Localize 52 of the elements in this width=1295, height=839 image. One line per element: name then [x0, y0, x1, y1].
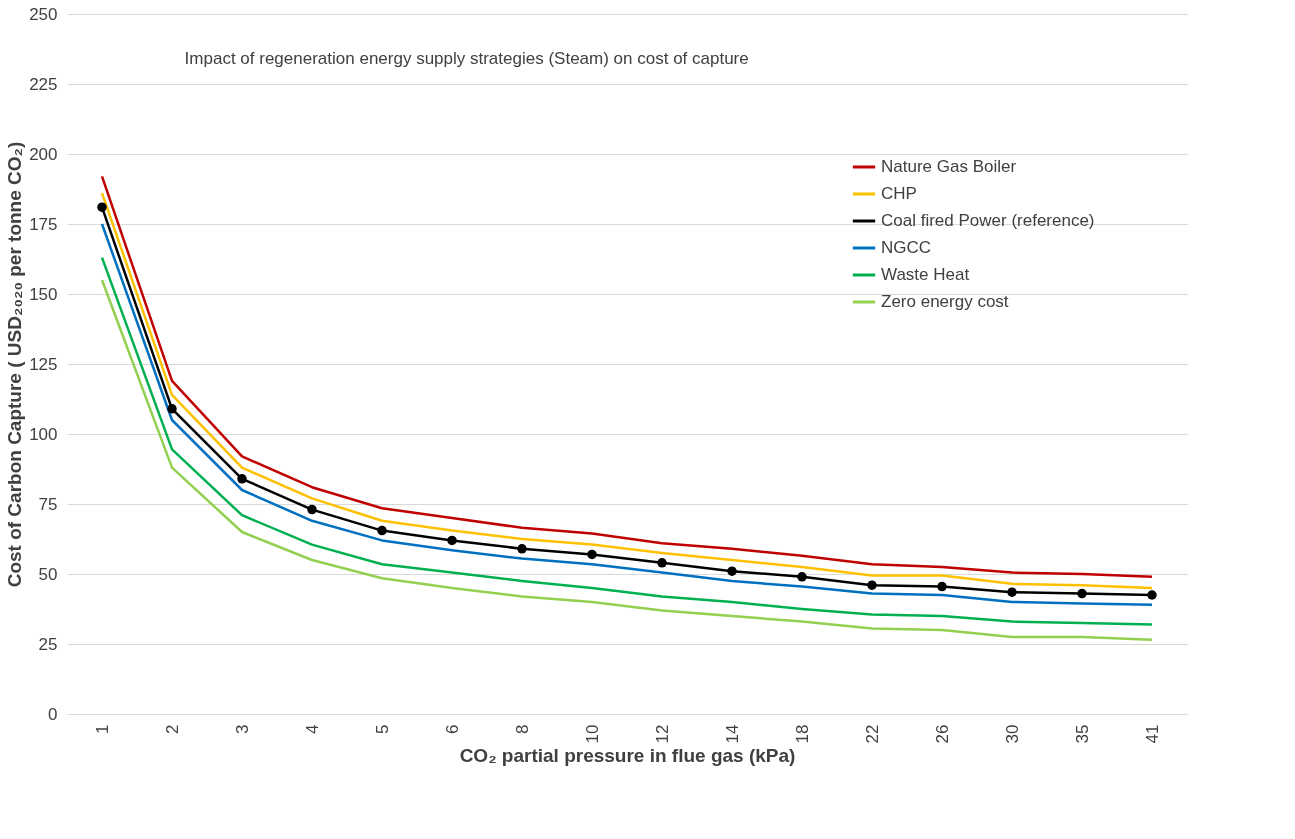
x-tick-label: 1	[92, 724, 112, 734]
y-tick-label: 75	[38, 494, 58, 514]
x-tick-label: 22	[862, 724, 882, 744]
y-tick-label: 50	[38, 564, 58, 584]
x-tick-label: 2	[162, 724, 182, 734]
y-tick-label: 200	[29, 144, 58, 164]
x-tick-label: 41	[1142, 724, 1162, 744]
legend-label: Nature Gas Boiler	[881, 157, 1017, 176]
x-tick-label: 4	[302, 724, 322, 734]
legend-label: Waste Heat	[881, 265, 970, 284]
point	[307, 504, 317, 515]
point	[797, 572, 807, 582]
x-tick-label: 10	[582, 724, 602, 744]
x-tick-label: 30	[1002, 724, 1022, 744]
point	[1007, 587, 1017, 597]
y-tick-label: 225	[29, 74, 58, 94]
y-tick-label: 0	[48, 704, 58, 724]
legend-label: NGCC	[881, 238, 932, 257]
point	[1077, 588, 1087, 599]
point	[657, 558, 667, 568]
x-tick-label: 14	[722, 724, 742, 744]
y-tick-label: 25	[38, 634, 58, 654]
point	[587, 549, 597, 560]
point	[937, 581, 947, 592]
point	[517, 544, 527, 554]
x-tick-label: 5	[372, 724, 392, 734]
text: Impact of regeneration energy supply strategies (Steam) on cost of capture	[184, 48, 749, 68]
point	[447, 535, 457, 546]
legend-label: Zero energy cost	[881, 292, 1009, 311]
legend-label: CHP	[881, 184, 917, 203]
x-tick-label: 26	[932, 724, 952, 744]
y-tick-label: 250	[29, 4, 58, 24]
point	[867, 580, 877, 590]
x-tick-label: 6	[442, 724, 462, 734]
x-axis-title: CO₂ partial pressure in flue gas (kPa)	[459, 745, 796, 767]
point	[727, 566, 737, 576]
x-tick-label: 35	[1072, 724, 1092, 744]
point	[167, 404, 177, 414]
y-tick-label: 100	[29, 424, 58, 444]
y-tick-label: 150	[29, 284, 58, 304]
point	[97, 202, 107, 212]
y-axis-title: Cost of Carbon Capture ( USD₂₀₂₀ per tonne CO₂)	[4, 141, 26, 588]
point	[377, 525, 387, 536]
legend-label: Coal fired Power (reference)	[881, 211, 1095, 230]
y-tick-label: 125	[29, 354, 58, 374]
x-tick-label: 18	[792, 724, 812, 744]
x-tick-label: 8	[512, 724, 532, 734]
point	[1147, 590, 1157, 600]
y-tick-label: 175	[29, 214, 58, 234]
point	[237, 474, 247, 484]
x-tick-label: 12	[652, 724, 672, 744]
x-tick-label: 3	[232, 724, 252, 734]
